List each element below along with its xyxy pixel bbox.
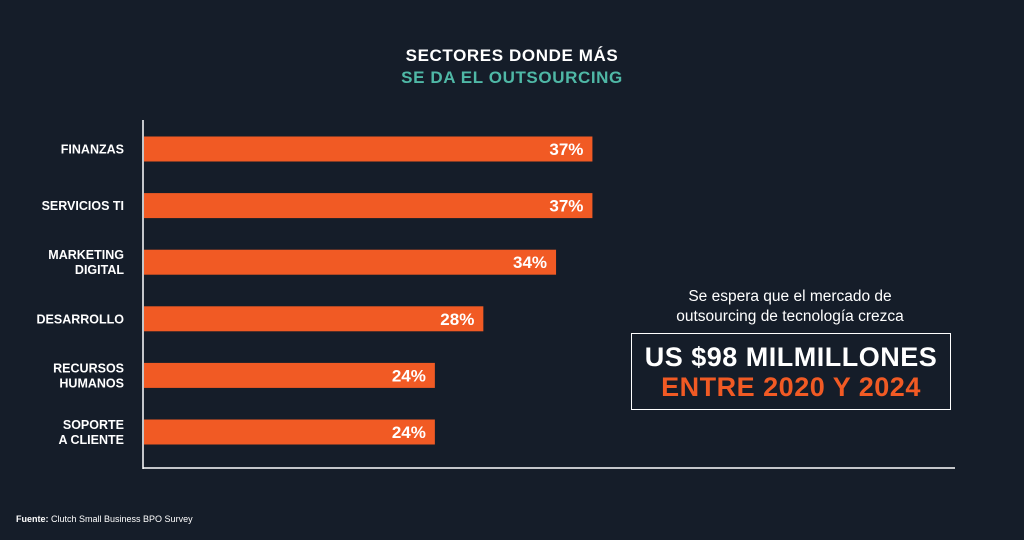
chart-title-line2: SE DA EL OUTSOURCING	[401, 68, 623, 87]
callout-description: Se espera que el mercado de outsourcing …	[630, 287, 950, 327]
callout-text-line2: outsourcing de tecnología crezca	[676, 308, 904, 325]
category-label: SERVICIOS TI	[42, 199, 124, 213]
bar	[144, 136, 593, 162]
source-label: Fuente:	[16, 514, 49, 524]
bar-value-label: 34%	[513, 253, 547, 272]
bar	[144, 362, 435, 388]
category-label: FINANZAS	[61, 143, 124, 157]
bar	[144, 193, 593, 219]
callout-box: US $98 MILMILLONES ENTRE 2020 Y 2024	[631, 333, 951, 410]
category-label: DESARROLLO	[37, 312, 125, 326]
callout-amount: US $98 MILMILLONES	[644, 342, 938, 372]
source-text: Clutch Small Business BPO Survey	[51, 514, 193, 524]
bar-value-label: 37%	[549, 197, 583, 216]
category-label: RECURSOS HUMANOS	[53, 361, 124, 390]
chart-title-line1: SECTORES DONDE MÁS	[405, 46, 619, 65]
callout-period: ENTRE 2020 Y 2024	[661, 372, 921, 402]
bar	[144, 419, 435, 445]
category-label: SOPORTE A CLIENTE	[58, 418, 124, 447]
category-label: MARKETING DIGITAL	[48, 248, 124, 277]
bar-value-label: 24%	[392, 366, 426, 385]
bar	[144, 306, 484, 332]
bar	[144, 249, 557, 275]
source-note: Fuente: Clutch Small Business BPO Survey	[16, 514, 193, 524]
bar-value-label: 28%	[440, 310, 474, 329]
bar-value-label: 24%	[392, 423, 426, 442]
bar-value-label: 37%	[549, 140, 583, 159]
callout-text-line1: Se espera que el mercado de	[688, 288, 892, 305]
